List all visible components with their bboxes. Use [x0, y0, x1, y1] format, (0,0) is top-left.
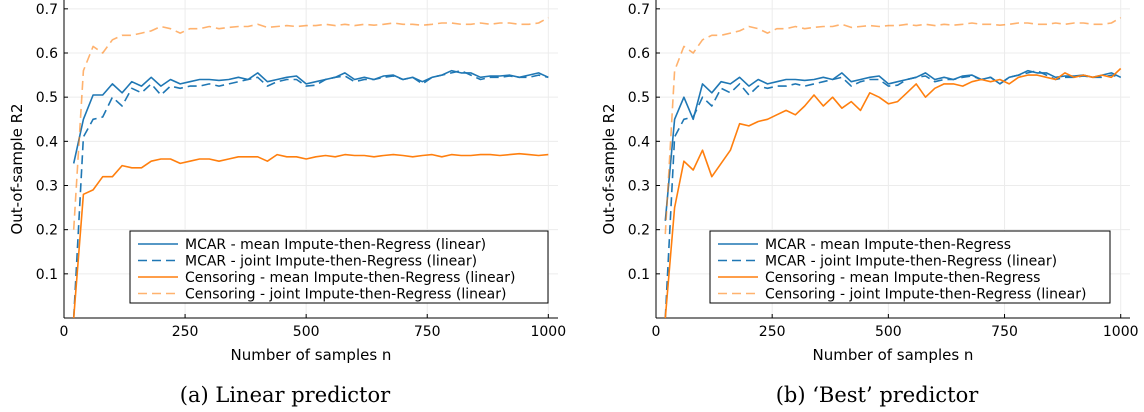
panel-linear-predictor: 0 250 500 750 1000 0.1 0.2 0.3 0.4 0.5 0.6 0.7 Numbe…	[8, 0, 566, 407]
y-axis-label: Out-of-sample R2	[8, 103, 26, 234]
y-tick-label: 0.6	[628, 46, 650, 62]
y-tick-label: 0.2	[628, 223, 650, 239]
x-tick-label: 1000	[1103, 324, 1139, 340]
y-tick-label: 0.1	[628, 267, 650, 283]
legend-entry-0: MCAR - mean Impute-then-Regress	[765, 237, 1011, 253]
series-line-1	[664, 69, 1121, 319]
legend-entry-3: Censoring - joint Impute-then-Regress (l…	[185, 287, 506, 303]
series-line-3	[72, 16, 549, 230]
y-axis-label: Out-of-sample R2	[600, 103, 618, 234]
y-tick-label: 0.1	[36, 267, 58, 283]
x-tick-label: 0	[60, 324, 69, 340]
series-line-0	[72, 69, 549, 164]
x-tick-label: 750	[991, 324, 1018, 340]
panel-caption: (a) Linear predictor	[180, 383, 391, 407]
series-line-2	[664, 67, 1122, 319]
x-tick-label: 500	[293, 324, 320, 340]
series-line-2	[72, 152, 549, 319]
x-tick-label: 250	[172, 324, 199, 340]
x-tick-label: 250	[759, 324, 786, 340]
legend: MCAR - mean Impute-then-Regress (linear)…	[129, 230, 549, 304]
x-tick-label: 500	[875, 324, 902, 340]
y-tick-label: 0.6	[36, 46, 58, 62]
legend-entry-0: MCAR - mean Impute-then-Regress (linear)	[185, 237, 486, 253]
legend-entry-2: Censoring - mean Impute-then-Regress (li…	[185, 270, 515, 286]
x-tick-label: 0	[652, 324, 661, 340]
series-line-1	[72, 69, 549, 319]
y-tick-label: 0.3	[628, 179, 650, 195]
x-tick-label: 750	[414, 324, 441, 340]
legend-entry-2: Censoring - mean Impute-then-Regress	[765, 270, 1040, 286]
panel-best-predictor: 0 250 500 750 1000 0.1 0.2 0.3 0.4 0.5 0.6 0.7 Numbe…	[600, 0, 1139, 407]
legend-entry-3: Censoring - joint Impute-then-Regress (l…	[765, 287, 1086, 303]
series-line-3	[664, 17, 1122, 235]
legend-entry-1: MCAR - joint Impute-then-Regress (linear…	[185, 254, 477, 270]
series-line-0	[664, 69, 1122, 221]
panel-caption: (b) ‘Best’ predictor	[776, 383, 980, 407]
legend-entry-1: MCAR - joint Impute-then-Regress (linear…	[765, 254, 1057, 270]
x-axis-label: Number of samples n	[231, 346, 392, 364]
legend-box	[129, 230, 549, 304]
x-axis-label: Number of samples n	[813, 346, 974, 364]
y-tick-label: 0.2	[36, 223, 58, 239]
y-tick-label: 0.3	[36, 179, 58, 195]
y-tick-label: 0.4	[36, 134, 58, 150]
y-tick-label: 0.4	[628, 134, 650, 150]
y-tick-label: 0.7	[36, 2, 58, 18]
x-tick-label: 1000	[530, 324, 566, 340]
y-tick-label: 0.5	[628, 90, 650, 106]
legend-box	[709, 230, 1111, 304]
y-tick-label: 0.7	[628, 2, 650, 18]
y-tick-label: 0.5	[36, 90, 58, 106]
